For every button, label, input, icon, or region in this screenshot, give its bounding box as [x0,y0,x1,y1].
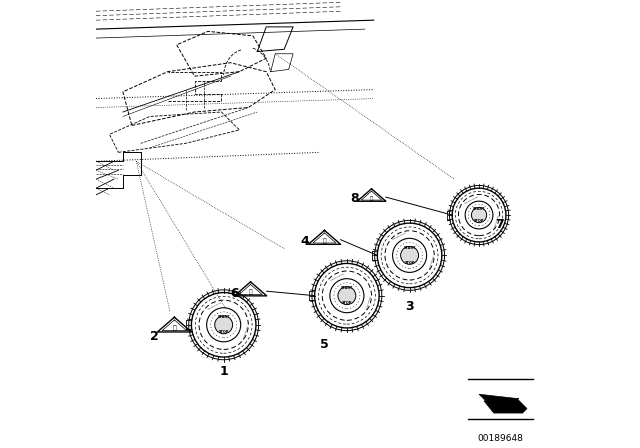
Text: START: START [340,286,353,290]
Text: MOTOR START: MOTOR START [207,302,221,310]
Text: STOP: STOP [474,219,484,223]
Text: 5: 5 [320,338,329,352]
Text: MOTOR STOP: MOTOR STOP [241,324,246,338]
Text: MOTOR START: MOTOR START [393,233,407,241]
Text: STOP: STOP [218,331,229,335]
Text: Ⓡ: Ⓡ [370,196,373,201]
Text: 2: 2 [150,330,159,344]
Circle shape [401,246,419,264]
Polygon shape [479,394,527,413]
Text: MOTOR START: MOTOR START [330,273,344,281]
Circle shape [338,287,356,305]
Text: START: START [403,246,416,250]
Text: 3: 3 [405,300,414,314]
Text: STOP: STOP [342,302,352,306]
Text: START: START [218,315,230,319]
Text: STOP: STOP [404,261,415,265]
Circle shape [472,207,486,223]
Text: MOTOR STOP: MOTOR STOP [493,214,498,227]
Text: 6: 6 [230,287,239,300]
Text: 00189648: 00189648 [477,434,524,443]
Text: START: START [473,207,485,211]
Circle shape [215,316,233,334]
Text: Ⓡ: Ⓡ [249,290,252,295]
Text: Ⓡ: Ⓡ [172,326,177,331]
Text: 4: 4 [300,234,308,248]
Text: 8: 8 [351,191,359,205]
Text: MOTOR STOP: MOTOR STOP [427,255,433,269]
Text: 7: 7 [495,217,504,231]
Text: Ⓡ: Ⓡ [323,238,326,244]
Text: MOTOR START: MOTOR START [464,196,478,203]
Text: MOTOR STOP: MOTOR STOP [364,295,370,309]
Text: 1: 1 [220,365,228,379]
